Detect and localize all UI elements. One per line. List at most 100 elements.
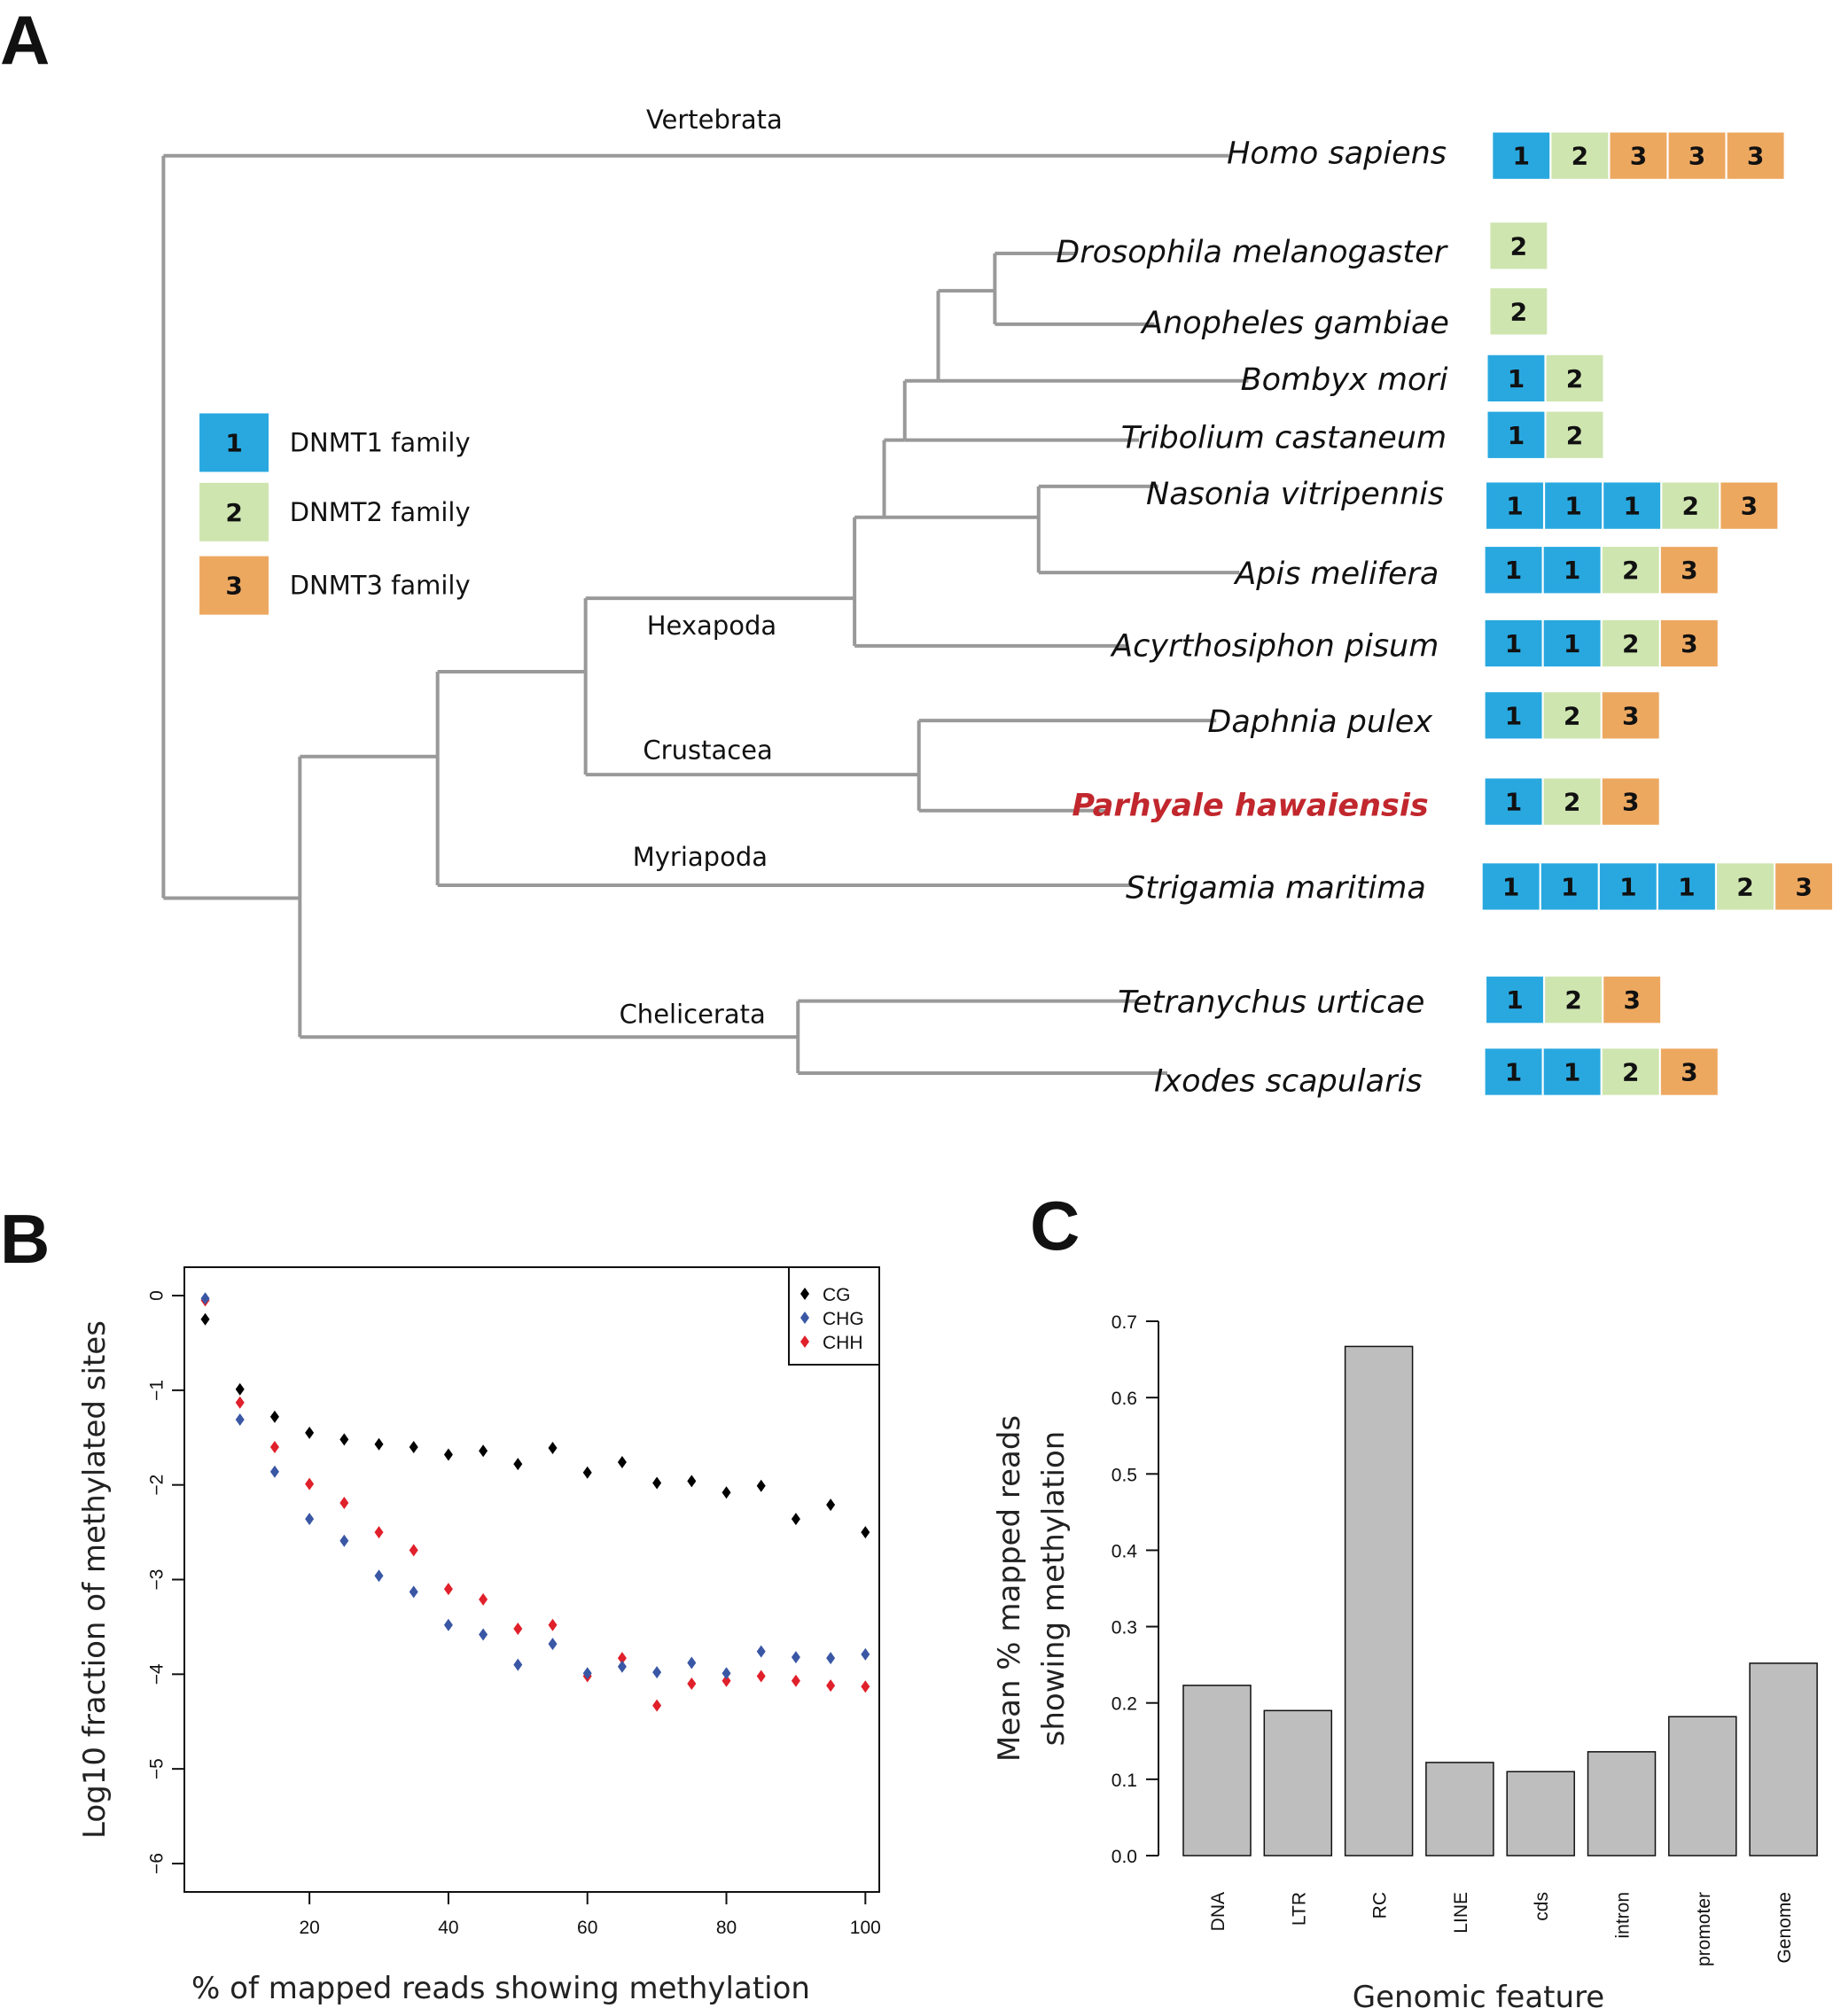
dnmt-row: 1 2 3 bbox=[1485, 692, 1659, 739]
dnmt-box-number: 2 bbox=[1510, 231, 1527, 261]
data-point bbox=[374, 1569, 384, 1583]
data-point bbox=[756, 1479, 766, 1492]
data-point bbox=[548, 1442, 558, 1455]
series-cg bbox=[200, 1312, 870, 1539]
y-tick-label: −3 bbox=[147, 1569, 168, 1591]
data-point bbox=[582, 1667, 592, 1680]
data-point bbox=[443, 1583, 453, 1596]
data-point bbox=[305, 1477, 315, 1491]
clade-label-chelicerata: Chelicerata bbox=[620, 999, 766, 1029]
dnmt-box-number: 3 bbox=[1630, 142, 1647, 171]
dnmt-box-dnmt1 bbox=[1493, 132, 1550, 179]
dnmt-box-number: 3 bbox=[1795, 872, 1812, 901]
legend-label: DNMT3 family bbox=[290, 571, 471, 601]
data-point bbox=[269, 1440, 279, 1453]
y-tick-label: 0.0 bbox=[1112, 1847, 1137, 1867]
data-point bbox=[409, 1440, 418, 1453]
phylogenetic-tree bbox=[161, 153, 1249, 1075]
dnmt-row: 1 1 1 2 3 bbox=[1486, 482, 1778, 529]
data-point bbox=[200, 1292, 210, 1305]
dnmt-box-dnmt2 bbox=[1546, 354, 1603, 402]
x-tick-label: DNA bbox=[1208, 1892, 1228, 1931]
data-point bbox=[582, 1466, 592, 1479]
dnmt-box-number: 1 bbox=[1508, 421, 1525, 450]
x-tick-label: Genome bbox=[1774, 1892, 1795, 1964]
data-point bbox=[374, 1437, 384, 1451]
y-tick-label: 0.6 bbox=[1112, 1389, 1137, 1409]
y-tick-label: 0.2 bbox=[1112, 1694, 1137, 1715]
dnmt-box-dnmt2 bbox=[1490, 222, 1548, 269]
dnmt-box-dnmt1 bbox=[1540, 863, 1598, 910]
dnmt-box-dnmt2 bbox=[1602, 547, 1659, 594]
dnmt-row: 2 bbox=[1490, 222, 1548, 269]
dnmt-box-dnmt2 bbox=[1717, 863, 1774, 910]
dnmt-box-number: 2 bbox=[1510, 297, 1527, 326]
dnmt-box-number: 3 bbox=[1622, 701, 1639, 730]
dnmt-box-number: 3 bbox=[1681, 1058, 1697, 1087]
y-axis-label: Log10 fraction of methylated sites bbox=[77, 1320, 113, 1839]
dnmt-box-dnmt1 bbox=[1486, 977, 1543, 1024]
dnmt-box-dnmt1 bbox=[1485, 778, 1542, 825]
dnmt-box-number: 2 bbox=[1622, 629, 1639, 658]
clade-label-vertebrata: Vertebrata bbox=[646, 105, 783, 135]
dnmt-box-number: 1 bbox=[1505, 701, 1522, 730]
bar-dna bbox=[1182, 1685, 1252, 1856]
dnmt-box-number: 2 bbox=[1564, 701, 1580, 730]
data-point bbox=[861, 1647, 870, 1661]
dnmt-box-number: 1 bbox=[1564, 556, 1580, 585]
panel-label-a: A bbox=[0, 1, 50, 79]
data-point bbox=[235, 1382, 245, 1396]
species-label: Drosophila melanogaster bbox=[1056, 235, 1448, 270]
dnmt-box-dnmt3 bbox=[1610, 132, 1667, 179]
data-point bbox=[687, 1475, 697, 1488]
bar-line bbox=[1425, 1762, 1494, 1856]
data-point bbox=[339, 1433, 349, 1446]
data-point bbox=[687, 1677, 697, 1690]
data-point bbox=[652, 1699, 662, 1712]
dnmt-box-dnmt1 bbox=[1485, 1048, 1542, 1095]
dnmt-box-number: 3 bbox=[1623, 985, 1640, 1015]
dnmt-box-dnmt3 bbox=[1660, 547, 1718, 594]
data-point bbox=[652, 1666, 662, 1679]
dnmt-box-dnmt1 bbox=[1487, 411, 1545, 458]
data-point bbox=[756, 1645, 766, 1658]
dnmt-box-dnmt1 bbox=[1486, 482, 1543, 529]
dnmt-box-dnmt3 bbox=[1660, 1048, 1718, 1095]
y-tick-label: −2 bbox=[147, 1475, 168, 1496]
series-chg bbox=[200, 1292, 870, 1680]
data-point bbox=[826, 1652, 836, 1665]
dnmt-box-dnmt2 bbox=[1546, 411, 1603, 458]
species-label: Nasonia vitripennis bbox=[1146, 477, 1444, 512]
dnmt-box-number: 2 bbox=[1564, 788, 1580, 817]
dnmt-box-number: 3 bbox=[1689, 142, 1705, 171]
bar-intron bbox=[1587, 1751, 1657, 1856]
dnmt-box-dnmt1 bbox=[1545, 482, 1603, 529]
dnmt-box-dnmt3 bbox=[1775, 863, 1833, 910]
data-point bbox=[513, 1458, 523, 1471]
panel-label-c: C bbox=[1030, 1187, 1080, 1265]
data-point bbox=[756, 1670, 766, 1683]
legend-label: DNMT1 family bbox=[290, 427, 471, 457]
dnmt-box-dnmt1 bbox=[1485, 547, 1542, 594]
data-point bbox=[791, 1651, 800, 1664]
species-label: Apis melifera bbox=[1233, 557, 1439, 592]
dnmt-box-number: 3 bbox=[1741, 492, 1758, 521]
dnmt-box-number: 1 bbox=[1506, 985, 1523, 1015]
x-tick-label: promoter bbox=[1694, 1892, 1714, 1966]
dnmt-legend: 1 DNMT1 family 2 DNMT2 family 3 DNMT3 family bbox=[199, 413, 471, 615]
dnmt-box-number: 3 bbox=[1747, 142, 1764, 171]
dnmt-box-number: 1 bbox=[1502, 872, 1519, 901]
legend-marker-chg bbox=[800, 1312, 809, 1324]
data-point bbox=[617, 1456, 627, 1469]
dnmt-row: 2 bbox=[1490, 288, 1548, 335]
y-axis-label-line2: showing methylation bbox=[1036, 1431, 1072, 1747]
dnmt-box-dnmt3 bbox=[1603, 977, 1661, 1024]
bar-ltr bbox=[1263, 1709, 1333, 1856]
dnmt-box-number: 1 bbox=[1619, 872, 1636, 901]
data-point bbox=[443, 1448, 453, 1461]
data-point bbox=[513, 1658, 523, 1671]
data-point bbox=[687, 1656, 697, 1670]
data-point bbox=[861, 1680, 870, 1693]
